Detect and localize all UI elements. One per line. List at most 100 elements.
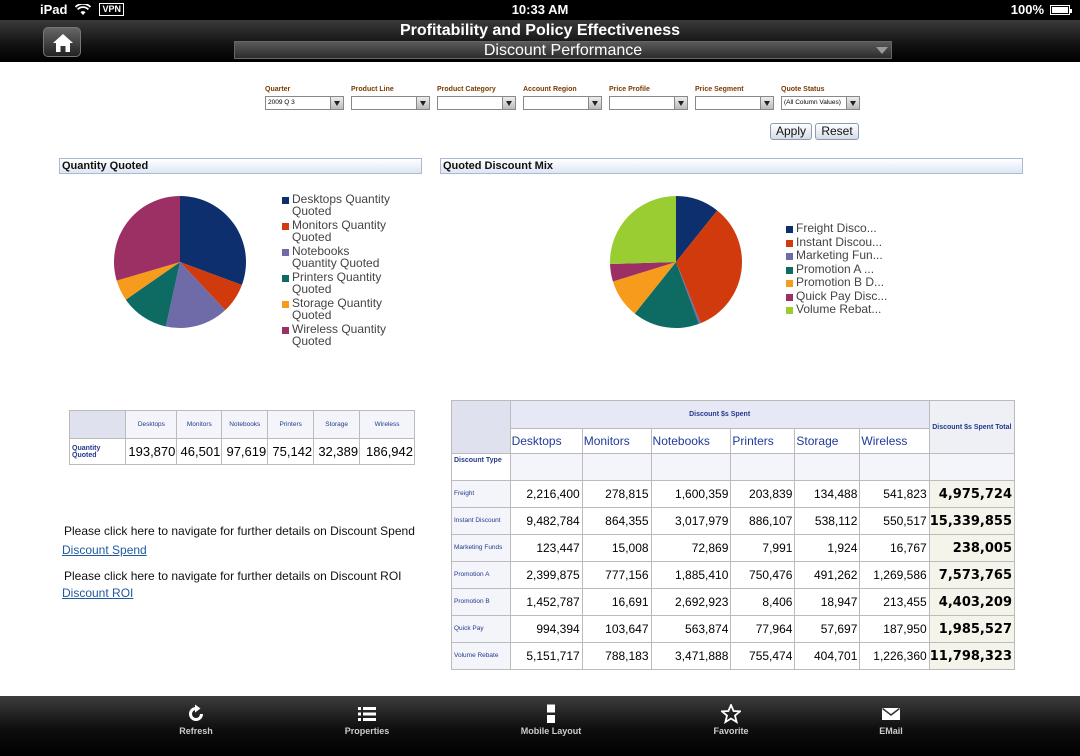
pie-slice[interactable] — [612, 262, 676, 314]
dropdown-arrow-icon[interactable] — [760, 97, 773, 109]
row-label: Quantity Quoted — [68, 438, 127, 465]
quarter-select[interactable]: 2009 Q 3 — [265, 96, 344, 110]
legend-item: Promotion B D... — [786, 275, 887, 290]
table-cell: 75,142 — [267, 438, 315, 465]
filter-label: Quarter — [265, 86, 291, 93]
table-cell: 1,452,787 — [509, 588, 583, 616]
page-selector[interactable]: Discount Performance — [234, 41, 892, 59]
dropdown-arrow-icon[interactable] — [330, 97, 343, 109]
column-header: Printers — [730, 428, 796, 454]
column-header: Wireless — [359, 410, 415, 439]
filter-bar: Quarter 2009 Q 3 Product Line Product Ca… — [265, 86, 860, 110]
table-row: Promotion A 2,399,875 777,156 1,885,410 750,… — [451, 561, 1016, 589]
table-cell: 2,216,400 — [509, 480, 583, 508]
legend-item: Wireless Quantity Quoted — [282, 323, 392, 347]
legend-swatch — [282, 301, 289, 308]
filter-quarter: Quarter 2009 Q 3 — [265, 86, 344, 110]
table-cell: 788,183 — [581, 642, 652, 670]
table-corner — [451, 400, 511, 454]
row-total-cell: 1,985,527 — [928, 615, 1016, 643]
envelope-icon — [882, 707, 900, 720]
mobile-layout-button[interactable]: Mobile Layout — [496, 704, 606, 736]
table-cell: 8,406 — [730, 588, 796, 616]
price-profile-select[interactable] — [609, 96, 688, 110]
pie-slice[interactable] — [165, 262, 226, 328]
table-header-row: Desktops Monitors Notebooks Printers Sto… — [68, 410, 415, 439]
email-button[interactable]: EMail — [836, 704, 946, 736]
layout-icon — [547, 704, 555, 723]
quantity-quoted-header: Quantity Quoted — [59, 158, 422, 174]
legend-label: Instant Discou... — [796, 234, 883, 249]
legend-swatch — [786, 266, 793, 274]
home-button[interactable] — [43, 27, 81, 57]
legend-label: Marketing Fun... — [796, 248, 883, 262]
discount-spend-link[interactable]: Discount Spend — [62, 543, 147, 557]
table-cell: 994,394 — [509, 615, 583, 643]
table-cell: 278,815 — [581, 480, 652, 508]
table-cell: 97,619 — [221, 438, 269, 465]
wifi-icon — [75, 3, 92, 15]
refresh-button[interactable]: Refresh — [141, 704, 251, 736]
row-label: Marketing Funds — [451, 534, 511, 562]
blank-cell — [581, 453, 652, 481]
dropdown-arrow-icon[interactable] — [416, 97, 429, 109]
properties-button[interactable]: Properties — [312, 704, 422, 736]
filter-value: 2009 Q 3 — [268, 99, 295, 106]
pie-slice[interactable] — [610, 262, 676, 282]
dropdown-arrow-icon[interactable] — [588, 97, 601, 109]
table-header-row: Discount Type — [451, 453, 1016, 481]
account-region-select[interactable] — [523, 96, 602, 110]
product-category-select[interactable] — [437, 96, 516, 110]
table-cell: 77,964 — [730, 615, 796, 643]
apply-button[interactable]: Apply — [770, 123, 812, 140]
table-cell: 404,701 — [794, 642, 861, 670]
favorite-button[interactable]: Favorite — [676, 704, 786, 736]
dropdown-arrow-icon[interactable] — [674, 97, 687, 109]
dropdown-arrow-icon[interactable] — [502, 97, 515, 109]
pie-slice[interactable] — [125, 262, 180, 327]
table-cell: 491,262 — [794, 561, 861, 589]
quantity-pie-legend: Desktops Quantity Quoted Monitors Quantit… — [282, 193, 392, 349]
column-header: Desktops — [125, 410, 178, 439]
table-row: Freight 2,216,400 278,815 1,600,359 203,839 1… — [451, 480, 1016, 508]
pie-slice[interactable] — [114, 196, 180, 281]
legend-item: Freight Disco... — [786, 221, 887, 236]
quote-status-select[interactable]: (All Column Values) — [781, 96, 860, 110]
table-cell: 541,823 — [859, 480, 930, 508]
table-cell: 134,488 — [794, 480, 861, 508]
table-cell: 1,924 — [794, 534, 861, 562]
legend-item: Promotion A ... — [786, 262, 887, 277]
table-cell: 16,767 — [859, 534, 930, 562]
column-header: Monitors — [176, 410, 223, 439]
pie-slice[interactable] — [180, 196, 246, 285]
price-segment-select[interactable] — [695, 96, 774, 110]
vpn-badge: VPN — [99, 3, 124, 16]
pie-slice[interactable] — [180, 262, 242, 311]
pie-slice[interactable] — [676, 196, 718, 262]
product-line-select[interactable] — [351, 96, 430, 110]
column-header: Notebooks — [650, 428, 732, 454]
table-cell: 550,517 — [859, 507, 930, 535]
discount-roi-link[interactable]: Discount ROI — [62, 586, 134, 600]
status-bar: iPad VPN 10:33 AM 100% — [0, 0, 1080, 20]
pie-slice[interactable] — [116, 262, 180, 300]
filter-label: Quote Status — [781, 86, 825, 93]
dropdown-arrow-icon[interactable] — [846, 97, 859, 109]
row-total-cell: 7,573,765 — [928, 561, 1016, 589]
filter-label: Product Category — [437, 86, 496, 93]
pie-slice[interactable] — [634, 262, 699, 329]
discount-roi-text: Please click here to navigate for furthe… — [64, 569, 402, 583]
row-total-cell: 11,798,323 — [928, 642, 1016, 670]
blank-cell — [509, 453, 583, 481]
legend-label: Desktops Quantity Quoted — [292, 192, 391, 218]
pie-slice[interactable] — [676, 262, 701, 324]
page-selector-value: Discount Performance — [483, 42, 643, 59]
filter-label: Product Line — [351, 86, 394, 93]
reset-button[interactable]: Reset — [815, 123, 859, 140]
table-cell: 103,647 — [581, 615, 652, 643]
legend-swatch — [786, 307, 793, 314]
table-corner — [68, 410, 127, 439]
pie-slice[interactable] — [610, 196, 676, 264]
pie-slice[interactable] — [676, 210, 743, 324]
legend-label: Promotion B D... — [796, 275, 885, 289]
